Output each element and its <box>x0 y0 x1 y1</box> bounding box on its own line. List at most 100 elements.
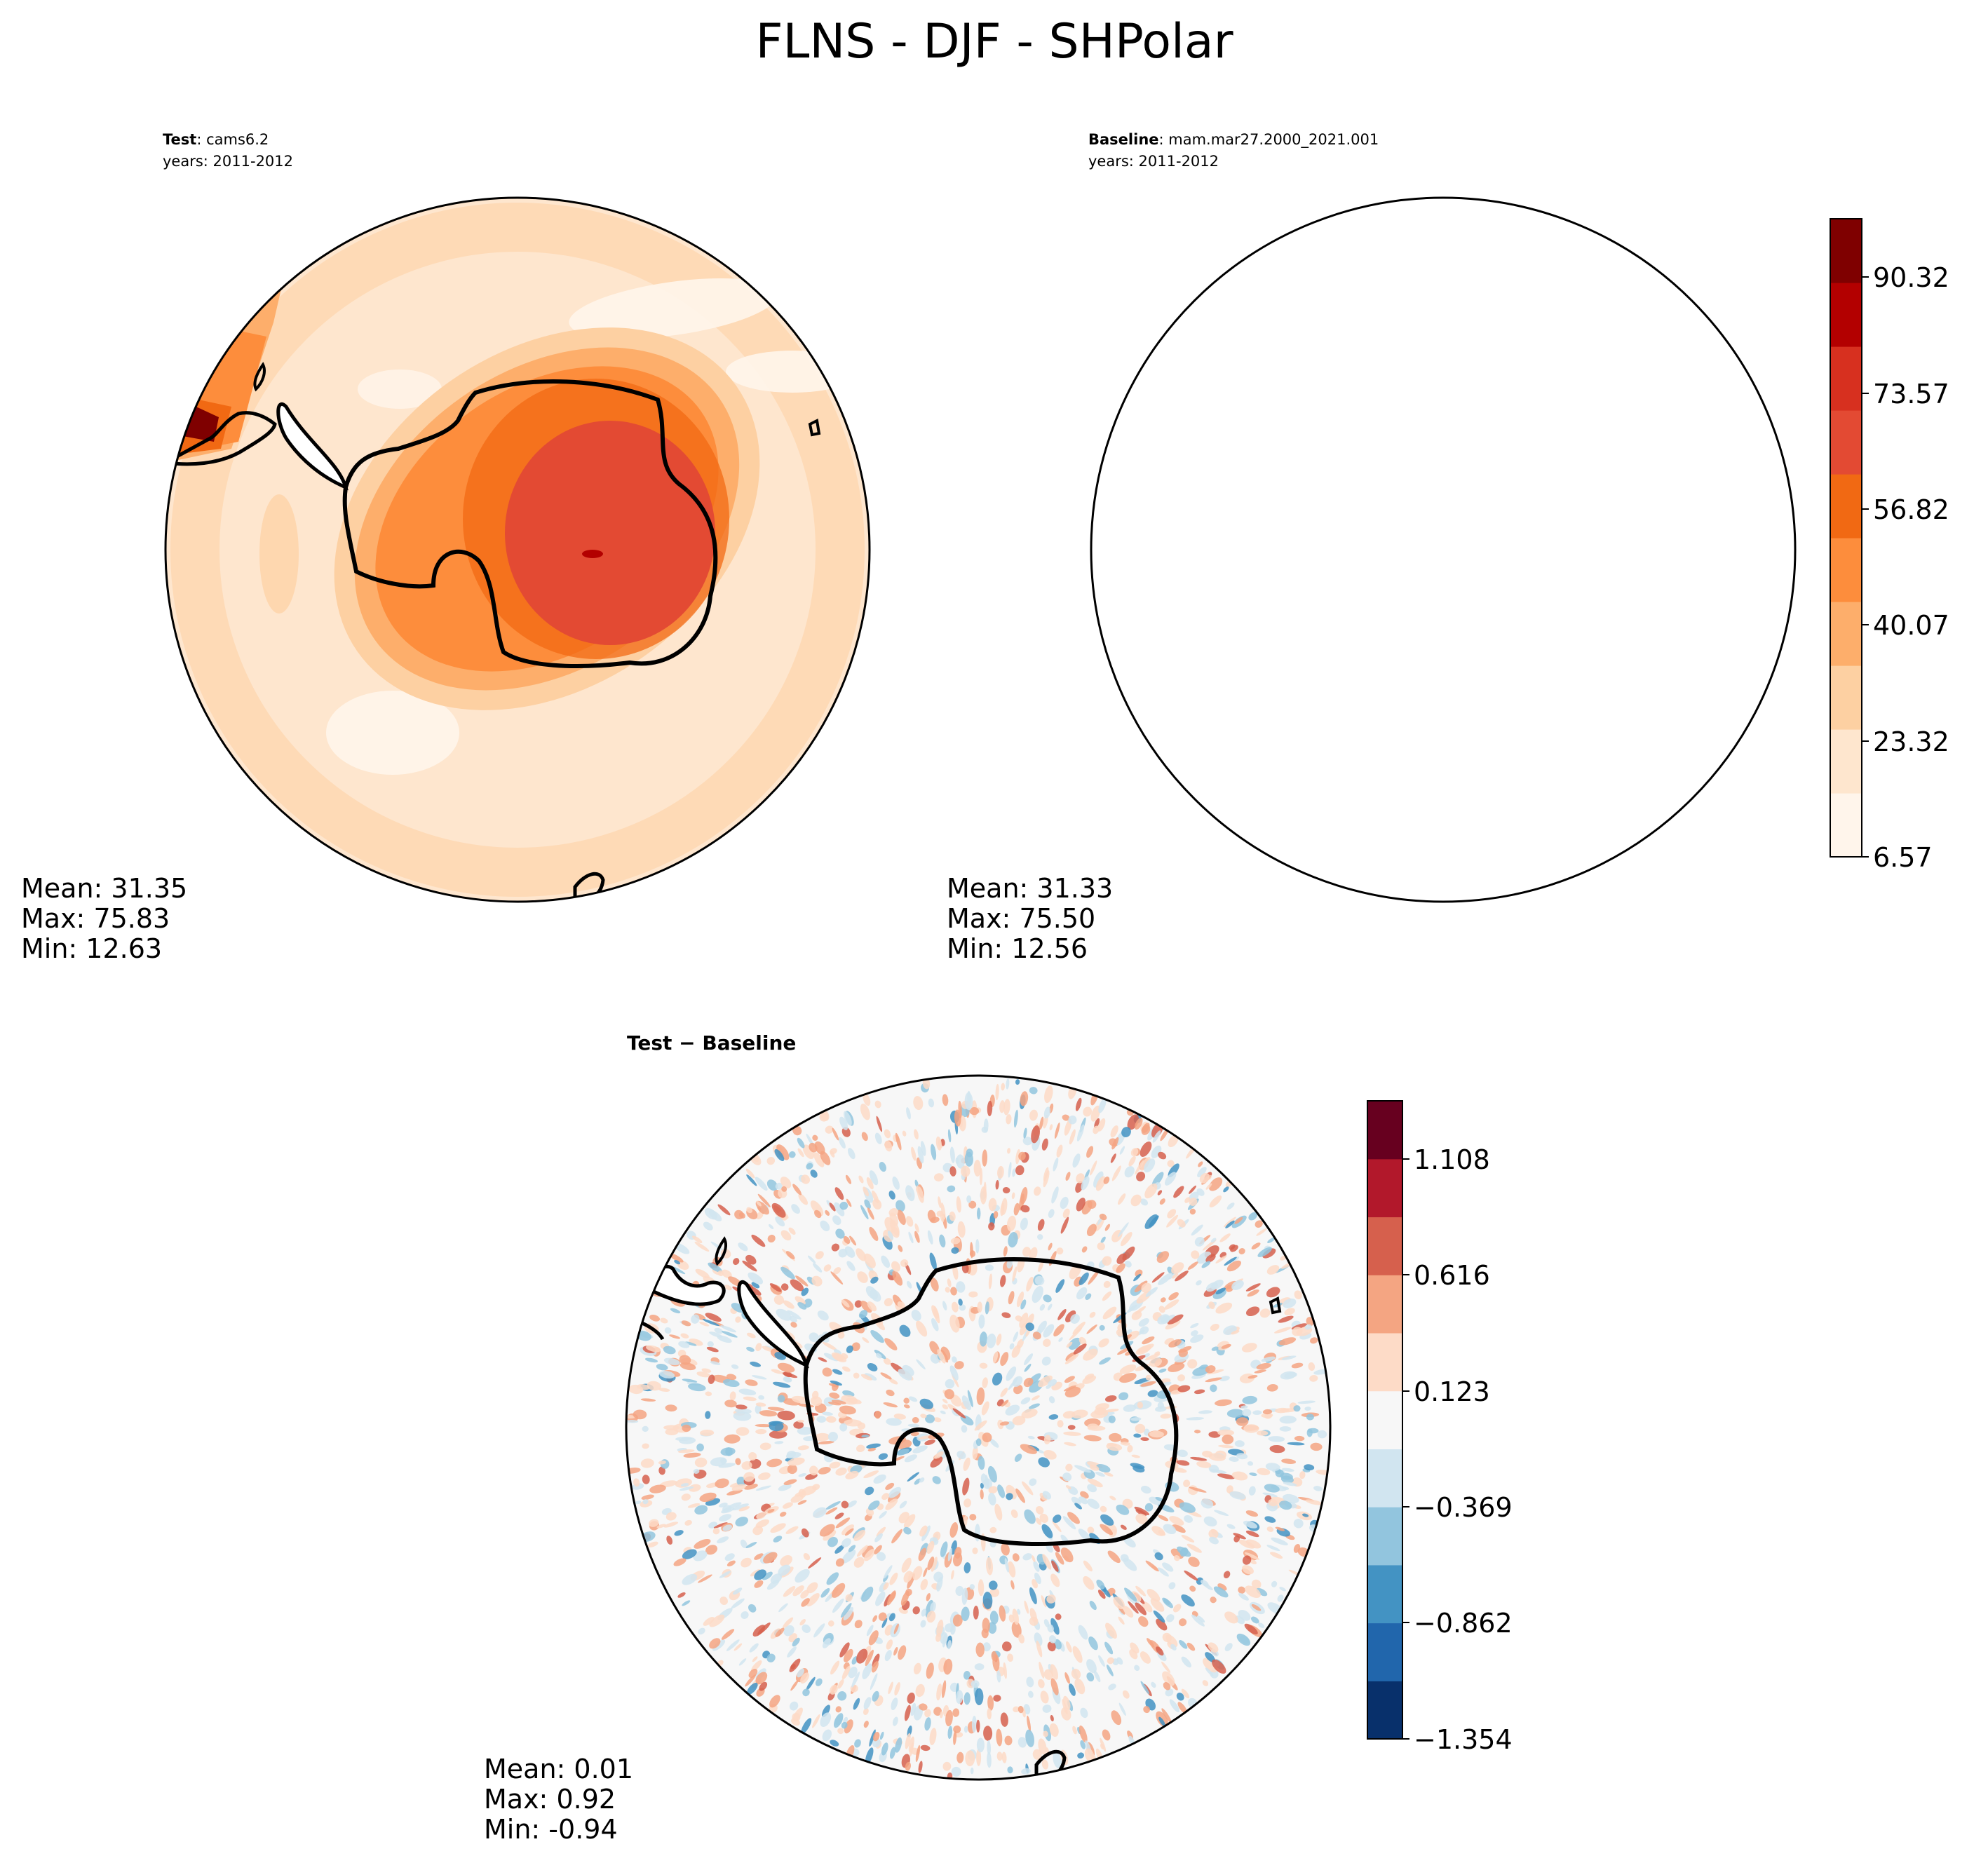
anomaly-speck <box>999 1275 1006 1287</box>
anomaly-speck <box>897 1301 904 1309</box>
anomaly-speck <box>1071 1409 1088 1418</box>
field-colorbar-tick-label: 6.57 <box>1873 842 1933 873</box>
anomaly-speck <box>916 1359 926 1370</box>
anomaly-speck <box>774 1149 785 1162</box>
anomaly-speck <box>888 1486 902 1498</box>
anomaly-speck <box>914 1223 919 1233</box>
anomaly-speck <box>1008 1161 1012 1178</box>
anomaly-speck <box>963 1562 971 1573</box>
anomaly-speck <box>938 1196 942 1208</box>
anomaly-speck <box>811 1275 823 1287</box>
anomaly-speck <box>640 1458 654 1468</box>
anomaly-speck <box>747 1682 758 1695</box>
anomaly-speck <box>929 1728 937 1745</box>
anomaly-speck <box>1100 1505 1107 1512</box>
anomaly-speck <box>1156 1646 1164 1656</box>
anomaly-speck <box>995 1083 999 1101</box>
anomaly-speck <box>1083 1560 1093 1572</box>
anomaly-speck <box>903 1404 910 1409</box>
anomaly-speck <box>814 1210 822 1219</box>
anomaly-speck <box>731 1484 747 1491</box>
anomaly-speck <box>1108 1415 1116 1423</box>
anomaly-speck <box>845 1594 853 1602</box>
anomaly-speck <box>901 1557 912 1573</box>
anomaly-speck <box>919 1477 925 1483</box>
anomaly-speck <box>1275 1526 1285 1531</box>
anomaly-speck <box>680 1333 689 1339</box>
anomaly-speck <box>736 1477 746 1486</box>
anomaly-speck <box>746 1346 755 1352</box>
anomaly-speck <box>733 1258 740 1266</box>
anomaly-speck <box>874 1533 883 1543</box>
anomaly-speck <box>679 1486 694 1491</box>
colorbar-level <box>1830 602 1862 666</box>
colorbar-level <box>1367 1390 1402 1449</box>
anomaly-speck <box>954 1547 962 1559</box>
anomaly-speck <box>1001 1312 1011 1318</box>
anomaly-speck <box>1019 1313 1029 1328</box>
anomaly-speck <box>848 1667 858 1679</box>
anomaly-speck <box>895 1737 902 1753</box>
anomaly-speck <box>1245 1306 1260 1317</box>
anomaly-speck <box>1222 1434 1234 1444</box>
anomaly-speck <box>1177 1449 1188 1458</box>
anomaly-speck <box>1041 1138 1048 1151</box>
anomaly-speck <box>1020 1299 1027 1310</box>
anomaly-speck <box>1165 1688 1174 1697</box>
anomaly-speck <box>1179 1640 1188 1649</box>
anomaly-speck <box>818 1357 827 1362</box>
anomaly-speck <box>1024 1509 1036 1524</box>
anomaly-speck <box>1053 1324 1064 1337</box>
anomaly-speck <box>825 1593 833 1602</box>
anomaly-speck <box>708 1210 722 1221</box>
anomaly-speck <box>1178 1349 1188 1357</box>
anomaly-speck <box>825 1210 830 1216</box>
anomaly-speck <box>833 1267 841 1275</box>
anomaly-speck <box>1120 1442 1130 1446</box>
anomaly-speck <box>1266 1545 1280 1552</box>
anomaly-speck <box>758 1472 771 1480</box>
anomaly-speck <box>835 1517 851 1529</box>
anomaly-speck <box>1090 1160 1097 1176</box>
anomaly-speck <box>663 1522 679 1528</box>
anomaly-speck <box>1249 1472 1257 1477</box>
anomaly-speck <box>818 1467 831 1475</box>
anomaly-speck <box>1261 1356 1276 1362</box>
anomaly-speck <box>1215 1302 1233 1314</box>
anomaly-speck <box>783 1617 794 1628</box>
anomaly-speck <box>1166 1614 1175 1622</box>
anomaly-speck <box>1304 1464 1315 1471</box>
anomaly-speck <box>1157 1314 1170 1324</box>
anomaly-speck <box>956 1690 963 1705</box>
anomaly-speck <box>668 1253 684 1263</box>
anomaly-speck <box>923 1567 928 1578</box>
anomaly-speck <box>682 1573 698 1585</box>
anomaly-speck <box>1209 1195 1222 1207</box>
anomaly-speck <box>857 1271 868 1283</box>
anomaly-speck <box>976 1748 982 1766</box>
anomaly-speck <box>926 1593 931 1601</box>
anomaly-speck <box>1023 1377 1034 1388</box>
anomaly-speck <box>1156 1251 1170 1263</box>
anomaly-speck <box>925 1414 935 1423</box>
anomaly-speck <box>1202 1680 1209 1686</box>
anomaly-speck <box>881 1742 888 1756</box>
anomaly-speck <box>1041 1524 1053 1538</box>
anomaly-speck <box>900 1590 910 1606</box>
anomaly-speck <box>1210 1469 1227 1474</box>
baseline-map-field <box>1091 198 1795 904</box>
anomaly-speck <box>1245 1283 1261 1292</box>
anomaly-speck <box>780 1177 792 1188</box>
anomaly-speck <box>1140 1681 1150 1695</box>
anomaly-speck <box>956 1154 965 1169</box>
anomaly-speck <box>1149 1357 1163 1367</box>
anomaly-speck <box>812 1484 820 1491</box>
anomaly-speck <box>1116 1504 1130 1515</box>
anomaly-speck <box>875 1591 886 1606</box>
anomaly-speck <box>705 1411 711 1419</box>
anomaly-speck <box>682 1424 691 1432</box>
anomaly-speck <box>974 1688 984 1706</box>
anomaly-speck <box>806 1163 813 1170</box>
anomaly-speck <box>1197 1167 1207 1177</box>
anomaly-speck <box>693 1468 700 1474</box>
